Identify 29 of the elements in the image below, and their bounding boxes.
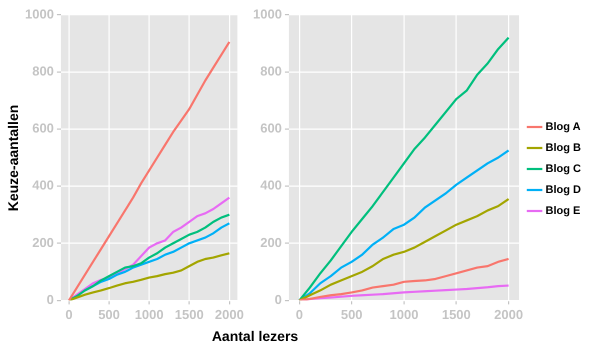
y-tick-label: 600 [260,120,282,136]
y-tick-label: 800 [32,64,54,78]
x-tick-label: 0 [296,306,303,322]
x-tick-label: 500 [340,306,363,322]
x-tick-label: 0 [65,306,73,322]
x-tick-label: 2000 [494,306,524,322]
legend-label: Blog C [546,163,582,176]
y-tick-label: 600 [32,120,54,136]
x-tick-label: 2000 [214,306,244,322]
legend-label: Blog E [546,205,580,218]
x-axis-title: Aantal lezers [210,328,300,344]
x-tick-label: 1000 [134,306,164,322]
legend-label: Blog B [546,142,582,154]
x-tick-label: 500 [98,306,120,322]
y-tick-label: 200 [32,234,54,250]
y-tick-label: 400 [260,178,282,193]
y-axis-title: Keuze-aantallen [5,104,21,214]
y-tick-label: 0 [46,292,54,307]
x-tick-label: 1500 [174,306,204,322]
x-tick-label: 1500 [442,306,471,322]
x-tick-label: 1000 [390,306,418,322]
y-tick-label: 200 [260,234,282,250]
legend-label: Blog D [546,184,582,196]
y-tick-label: 1000 [253,6,282,22]
legend-label: Blog A [546,121,581,134]
y-tick-label: 0 [274,292,282,307]
y-tick-label: 400 [32,178,54,193]
y-tick-label: 1000 [25,6,54,22]
y-tick-label: 800 [260,64,282,78]
